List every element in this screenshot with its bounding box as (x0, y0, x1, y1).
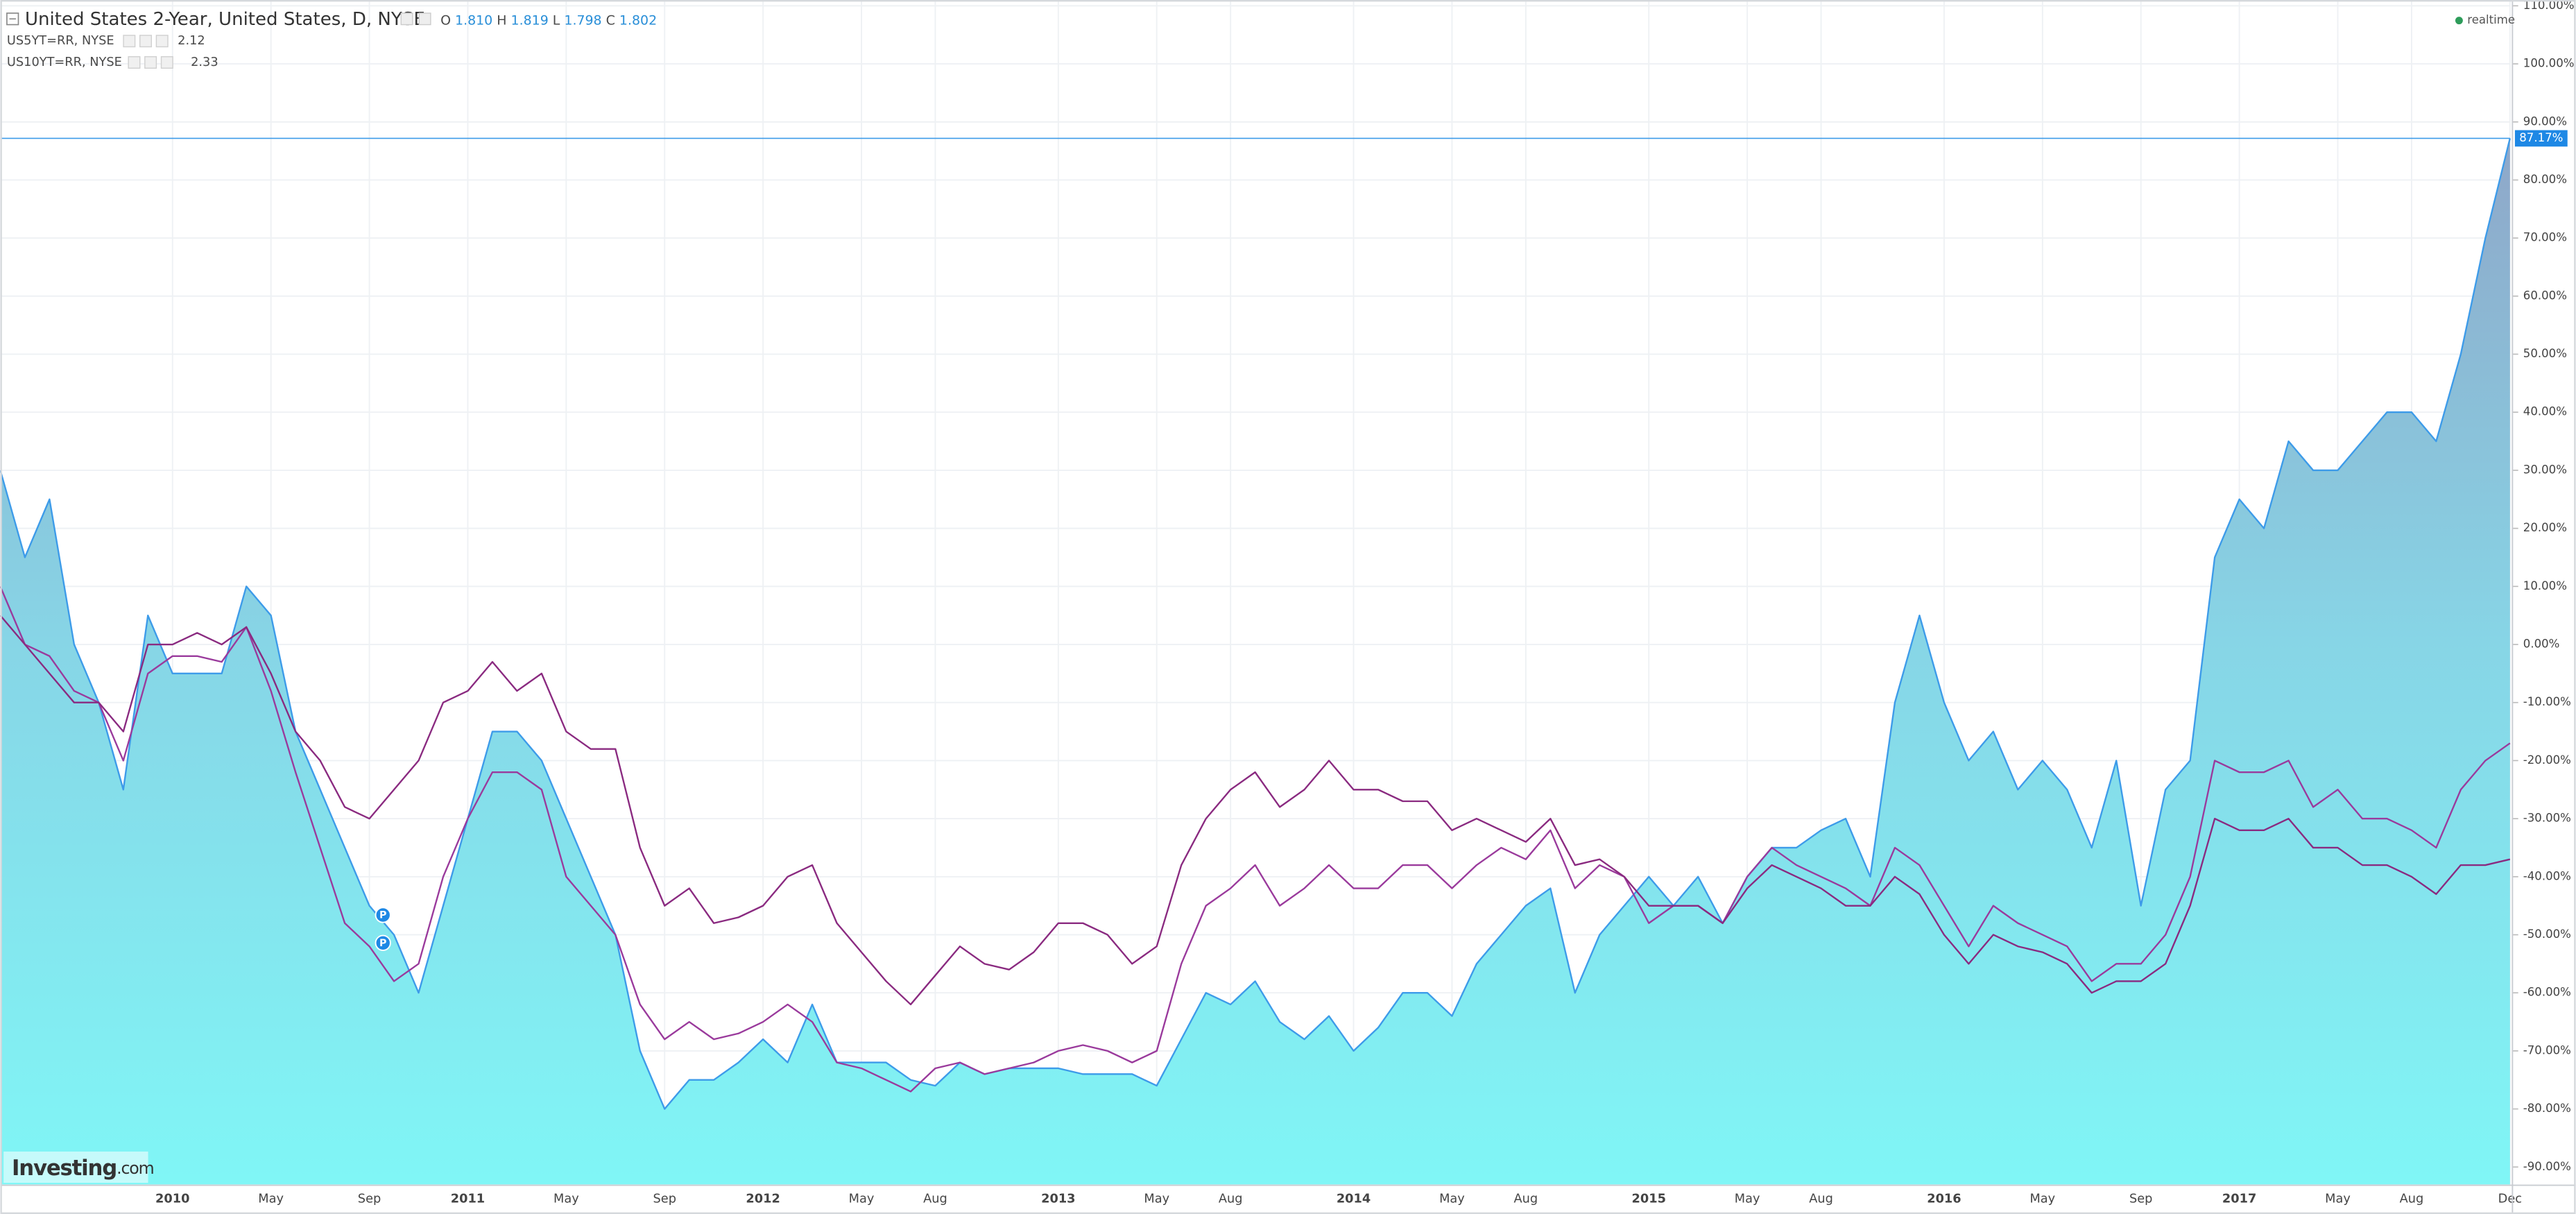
y-tick-label: 30.00% (2523, 463, 2567, 476)
y-tick-label: -60.00% (2523, 986, 2571, 999)
x-tick-label: 2011 (451, 1192, 485, 1206)
legend-entry: US10YT=RR, NYSE (7, 55, 122, 69)
ohlc-label: C (606, 12, 615, 28)
dividend-marker-label: P (379, 938, 386, 949)
legend-icon[interactable] (123, 35, 136, 48)
dividend-marker (375, 934, 391, 951)
chart-title: United States 2-Year, United States, D, … (25, 9, 425, 30)
x-tick-label: Aug (1514, 1192, 1538, 1206)
x-tick-label: 2015 (1632, 1192, 1666, 1206)
legend-entry: US5YT=RR, NYSE (7, 34, 114, 48)
series-line (0, 615, 2511, 1006)
x-tick-label: Sep (358, 1192, 381, 1206)
x-tick-label: Sep (2129, 1192, 2152, 1206)
x-tick-label: 2012 (746, 1192, 780, 1206)
y-tick-label: -90.00% (2523, 1160, 2571, 1173)
x-tick-label: May (1144, 1192, 1169, 1206)
last-value-badge (2514, 130, 2568, 147)
legend-icon[interactable] (128, 55, 141, 69)
status-dot (2455, 17, 2463, 25)
ohlc-value: 1.802 (619, 12, 657, 28)
y-tick-label: -80.00% (2523, 1102, 2571, 1115)
series-line (0, 585, 2511, 1093)
x-tick-label: Sep (653, 1192, 676, 1206)
status: realtime (2467, 13, 2515, 26)
legend: United States 2-Year, United States, D, … (6, 9, 657, 69)
legend-icon[interactable] (144, 55, 157, 69)
x-tick-label: May (1439, 1192, 1465, 1206)
ohlc: O 1.810 H 1.819 L 1.798 C 1.802 (440, 12, 657, 28)
y-tick-label: 40.00% (2523, 405, 2567, 418)
y-tick-label: -10.00% (2523, 695, 2571, 708)
ohlc-label: H (497, 12, 506, 28)
watermark: Investing.com (3, 1152, 155, 1183)
x-tick-label: 2014 (1337, 1192, 1371, 1206)
x-tick-label: 2016 (1927, 1192, 1961, 1206)
legend-value: 2.33 (191, 55, 218, 69)
x-tick-label: 2013 (1041, 1192, 1075, 1206)
ohlc-value: 1.819 (511, 12, 549, 28)
x-tick-label: Aug (1809, 1192, 1833, 1206)
x-tick-label: Aug (1219, 1192, 1243, 1206)
y-tick-label: -50.00% (2523, 927, 2571, 941)
x-tick-label: May (2029, 1192, 2055, 1206)
y-tick-label: 50.00% (2523, 347, 2567, 360)
x-tick-label: May (258, 1192, 284, 1206)
ohlc-label: O (440, 12, 451, 28)
hide-icon[interactable] (418, 12, 431, 26)
x-tick-label: May (2325, 1192, 2351, 1206)
y-tick-label: -70.00% (2523, 1043, 2571, 1057)
dividend-marker-label: P (379, 910, 386, 921)
x-tick-label: Dec (2498, 1192, 2522, 1206)
dividend-marker (375, 907, 391, 923)
legend-icon[interactable] (160, 55, 173, 69)
y-tick-label: 10.00% (2523, 579, 2567, 592)
watermark-brand: Investing (12, 1155, 117, 1180)
series-line (0, 138, 2511, 1110)
plot (0, 138, 2511, 1185)
watermark-suffix: .com (117, 1158, 153, 1177)
y-tick-label: 80.00% (2523, 173, 2567, 186)
last-value-label: 87.17% (2519, 131, 2563, 144)
ohlc-label: L (553, 12, 560, 28)
x-tick-label: 2010 (155, 1192, 189, 1206)
y-tick-label: -20.00% (2523, 753, 2571, 767)
collapse-icon[interactable] (6, 12, 19, 26)
x-tick-label: May (553, 1192, 579, 1206)
y-tick-label: 60.00% (2523, 289, 2567, 302)
legend-icon[interactable] (139, 35, 153, 48)
x-tick-label: Aug (923, 1192, 947, 1206)
ohlc-value: 1.810 (455, 12, 492, 28)
settings-icon[interactable] (400, 12, 413, 26)
legend-icon[interactable] (155, 35, 169, 48)
y-tick-label: 70.00% (2523, 231, 2567, 244)
watermark-bg (3, 1152, 148, 1183)
y-tick-label: -30.00% (2523, 812, 2571, 825)
x-tick-label: Aug (2400, 1192, 2424, 1206)
y-tick-label: 90.00% (2523, 114, 2567, 128)
ohlc-value: 1.798 (564, 12, 601, 28)
x-tick-label: May (1735, 1192, 1760, 1206)
y-tick-label: 100.00% (2523, 57, 2575, 70)
y-tick-label: 0.00% (2523, 638, 2560, 651)
area-fill (0, 138, 2510, 1185)
x-tick-label: 2017 (2222, 1192, 2256, 1206)
legend-value: 2.12 (178, 34, 205, 48)
watermark-text: Investing.com (12, 1155, 154, 1180)
y-tick-label: -40.00% (2523, 869, 2571, 882)
x-tick-label: May (849, 1192, 875, 1206)
y-tick-label: 110.00% (2523, 0, 2575, 12)
y-tick-label: 20.00% (2523, 521, 2567, 534)
